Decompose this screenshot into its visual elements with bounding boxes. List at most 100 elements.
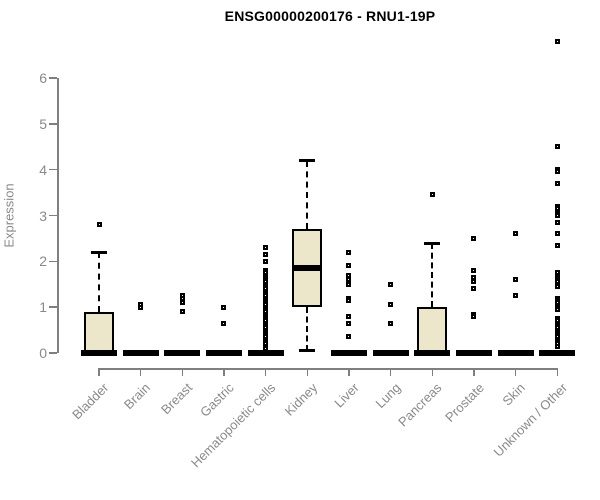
outlier-point bbox=[221, 320, 227, 326]
y-axis-tick bbox=[49, 352, 57, 354]
outlier-point bbox=[471, 235, 477, 241]
outlier-point bbox=[263, 258, 269, 264]
x-axis-tick bbox=[473, 368, 475, 376]
outlier-point bbox=[554, 284, 560, 290]
box bbox=[417, 307, 448, 353]
outlier-point bbox=[388, 302, 394, 308]
x-category-label: Pancreas bbox=[395, 380, 445, 430]
whisker-line bbox=[306, 307, 309, 351]
outlier-point bbox=[554, 38, 560, 44]
whisker-line bbox=[306, 160, 309, 230]
outlier-point bbox=[346, 297, 352, 303]
zero-median-bar bbox=[330, 350, 367, 356]
x-category-label: Gastric bbox=[196, 380, 237, 420]
y-axis-tick bbox=[49, 123, 57, 125]
y-tick-label: 6 bbox=[39, 70, 47, 86]
x-category-label: Prostate bbox=[441, 380, 487, 425]
chart-title: ENSG00000200176 - RNU1-19P bbox=[224, 8, 436, 24]
outlier-point bbox=[346, 249, 352, 255]
zero-median-bar bbox=[414, 350, 451, 356]
x-category-label: Unknown / Other bbox=[490, 380, 570, 460]
y-tick-label: 1 bbox=[39, 299, 47, 316]
outlier-point bbox=[513, 277, 519, 283]
outlier-point bbox=[346, 272, 352, 278]
x-category-label: Brain bbox=[121, 380, 154, 413]
whisker-line bbox=[431, 243, 434, 308]
zero-median-bar bbox=[497, 350, 534, 356]
outlier-point bbox=[554, 219, 560, 225]
outlier-point bbox=[554, 300, 560, 306]
outlier-point bbox=[388, 281, 394, 287]
x-axis-tick bbox=[264, 368, 267, 376]
outlier-point bbox=[471, 274, 477, 280]
outlier-point bbox=[554, 242, 560, 248]
outlier-point bbox=[471, 313, 477, 319]
x-axis-tick bbox=[348, 368, 350, 376]
x-axis-tick bbox=[139, 368, 142, 376]
outlier-point bbox=[554, 231, 560, 237]
outlier-point bbox=[554, 206, 560, 212]
y-tick-label: 4 bbox=[39, 161, 47, 178]
outlier-point bbox=[554, 169, 560, 175]
x-category-label: Liver bbox=[331, 380, 362, 411]
outlier-point bbox=[346, 334, 352, 340]
outlier-point bbox=[179, 300, 185, 306]
outlier-point bbox=[346, 313, 352, 319]
outlier-point bbox=[263, 251, 269, 257]
outlier-point bbox=[554, 144, 560, 150]
outlier-point bbox=[471, 286, 477, 292]
outlier-point bbox=[346, 320, 352, 326]
whisker-cap bbox=[91, 250, 107, 254]
outlier-point bbox=[221, 304, 227, 310]
y-axis-line bbox=[57, 78, 59, 353]
zero-median-bar bbox=[205, 350, 242, 356]
y-axis-tick bbox=[49, 306, 57, 308]
outlier-point bbox=[388, 320, 394, 326]
median-line bbox=[292, 265, 323, 272]
y-axis-tick bbox=[49, 168, 57, 171]
outlier-point bbox=[554, 343, 560, 349]
outlier-point bbox=[346, 281, 352, 287]
outlier-point bbox=[346, 263, 352, 269]
y-axis-tick bbox=[49, 214, 57, 217]
outlier-point bbox=[513, 231, 519, 237]
zero-median-bar bbox=[539, 350, 576, 356]
outlier-point bbox=[263, 245, 269, 251]
x-axis-tick bbox=[98, 368, 100, 376]
whisker-cap bbox=[299, 349, 316, 353]
outlier-point bbox=[471, 279, 477, 285]
zero-median-bar bbox=[81, 350, 117, 356]
outlier-point bbox=[554, 180, 560, 186]
x-axis-tick bbox=[514, 368, 517, 376]
x-axis-tick bbox=[223, 368, 225, 376]
x-axis-tick bbox=[306, 368, 309, 376]
zero-median-bar bbox=[372, 350, 409, 356]
zero-median-bar bbox=[455, 350, 492, 356]
y-axis-tick bbox=[49, 77, 57, 79]
x-category-label: Bladder bbox=[69, 380, 112, 423]
y-tick-label: 5 bbox=[39, 115, 47, 132]
y-axis-tick bbox=[49, 260, 57, 263]
x-category-label: Kidney bbox=[281, 380, 320, 419]
outlier-point bbox=[554, 306, 560, 312]
outlier-point bbox=[138, 304, 144, 310]
zero-median-bar bbox=[164, 350, 201, 356]
x-axis-tick bbox=[181, 368, 184, 376]
outlier-point bbox=[471, 268, 477, 273]
outlier-point bbox=[179, 309, 185, 315]
y-tick-label: 2 bbox=[39, 253, 47, 270]
box bbox=[84, 311, 114, 353]
x-category-label: Breast bbox=[157, 380, 195, 418]
outlier-point bbox=[513, 293, 519, 299]
zero-median-bar bbox=[122, 350, 159, 356]
x-category-label: Skin bbox=[499, 380, 529, 409]
whisker-line bbox=[98, 252, 100, 312]
outlier-point bbox=[429, 192, 435, 198]
zero-median-bar bbox=[247, 350, 284, 356]
outlier-point bbox=[179, 295, 185, 301]
outlier-point bbox=[554, 213, 560, 218]
y-tick-label: 0 bbox=[39, 345, 47, 361]
whisker-cap bbox=[424, 241, 441, 245]
